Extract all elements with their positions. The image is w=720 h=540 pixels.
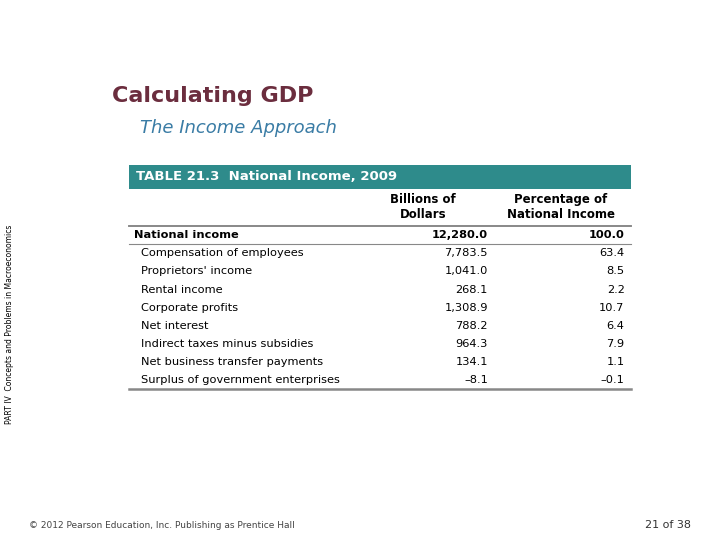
Text: Compensation of employees: Compensation of employees (141, 248, 304, 258)
Text: 1.1: 1.1 (606, 357, 624, 367)
Text: National income: National income (133, 230, 238, 240)
Text: Net interest: Net interest (141, 321, 209, 330)
Text: 7,783.5: 7,783.5 (444, 248, 488, 258)
Text: –0.1: –0.1 (600, 375, 624, 385)
Text: Indirect taxes minus subsidies: Indirect taxes minus subsidies (141, 339, 314, 349)
Text: 788.2: 788.2 (455, 321, 488, 330)
Text: Billions of
Dollars: Billions of Dollars (390, 193, 456, 221)
Text: 63.4: 63.4 (600, 248, 624, 258)
Text: 7.9: 7.9 (606, 339, 624, 349)
Text: 268.1: 268.1 (456, 285, 488, 294)
Text: 1,041.0: 1,041.0 (444, 266, 488, 276)
Text: PART IV  Concepts and Problems in Macroeconomics: PART IV Concepts and Problems in Macroec… (5, 224, 14, 424)
Text: Calculating GDP: Calculating GDP (112, 85, 314, 106)
Text: Corporate profits: Corporate profits (141, 302, 238, 313)
Text: 2.2: 2.2 (607, 285, 624, 294)
Text: 6.4: 6.4 (607, 321, 624, 330)
FancyBboxPatch shape (129, 165, 631, 188)
Text: The Income Approach: The Income Approach (140, 119, 337, 137)
Text: 100.0: 100.0 (589, 230, 624, 240)
Text: 21 of 38: 21 of 38 (645, 520, 691, 530)
Text: Rental income: Rental income (141, 285, 223, 294)
Text: © 2012 Pearson Education, Inc. Publishing as Prentice Hall: © 2012 Pearson Education, Inc. Publishin… (29, 521, 294, 530)
Text: Percentage of
National Income: Percentage of National Income (507, 193, 615, 221)
Text: 1,308.9: 1,308.9 (444, 302, 488, 313)
Text: 134.1: 134.1 (455, 357, 488, 367)
Text: 964.3: 964.3 (456, 339, 488, 349)
Text: –8.1: –8.1 (464, 375, 488, 385)
Text: 12,280.0: 12,280.0 (432, 230, 488, 240)
Text: Surplus of government enterprises: Surplus of government enterprises (141, 375, 341, 385)
Text: 8.5: 8.5 (606, 266, 624, 276)
Text: TABLE 21.3  National Income, 2009: TABLE 21.3 National Income, 2009 (136, 170, 397, 183)
Text: Net business transfer payments: Net business transfer payments (141, 357, 323, 367)
Text: Proprietors' income: Proprietors' income (141, 266, 253, 276)
Text: 10.7: 10.7 (599, 302, 624, 313)
